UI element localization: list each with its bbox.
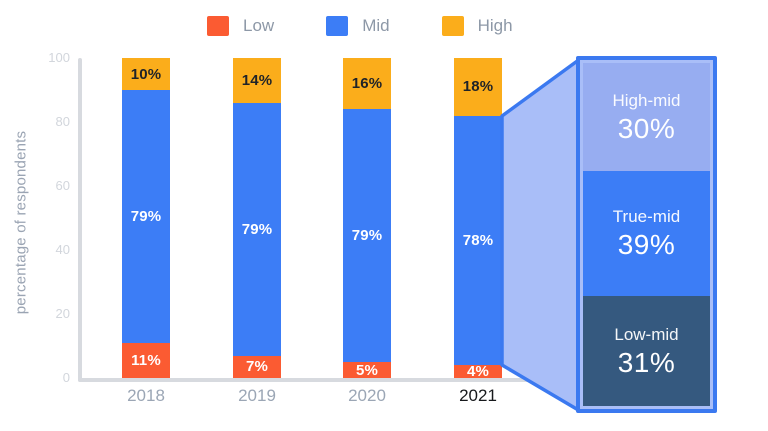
y-tick-0: 0 xyxy=(62,370,70,385)
breakout-value-low-mid: 31% xyxy=(617,346,676,378)
bar-segment-mid-2019: 79% xyxy=(233,102,281,356)
breakout-segment-low-mid: Low-mid 31% xyxy=(583,296,710,406)
legend-item-high: High xyxy=(441,16,513,36)
bar-value-label: 18% xyxy=(462,78,494,96)
bar-segment-mid-2018: 79% xyxy=(122,90,170,343)
bar-segment-mid-2021: 78% xyxy=(454,115,502,366)
legend-label-high: High xyxy=(477,16,513,35)
bar-value-label: 5% xyxy=(355,361,379,379)
y-tick-80: 80 xyxy=(55,114,70,129)
breakout-panel: High-mid 30% True-mid 39% Low-mid 31% xyxy=(576,56,717,413)
bar-segment-high-2018: 10% xyxy=(122,58,170,90)
bar-value-label: 10% xyxy=(130,65,162,83)
legend-swatch-high-icon xyxy=(441,16,464,36)
bar-value-label: 79% xyxy=(241,220,273,238)
y-tick-20: 20 xyxy=(55,306,70,321)
y-tick-60: 60 xyxy=(55,178,70,193)
bar-segment-mid-2020: 79% xyxy=(343,109,391,362)
y-axis-line xyxy=(78,58,82,382)
bar-value-label: 79% xyxy=(351,227,383,245)
bar-segment-low-2018: 11% xyxy=(122,342,170,378)
x-label-2018: 2018 xyxy=(127,386,165,405)
legend-item-low: Low xyxy=(207,16,274,36)
breakout-segment-true-mid: True-mid 39% xyxy=(583,171,710,297)
bar-value-label: 11% xyxy=(131,351,161,369)
x-label-2021: 2021 xyxy=(459,386,497,405)
legend-label-low: Low xyxy=(243,16,275,35)
breakout-value-true-mid: 39% xyxy=(617,229,676,261)
y-tick-40: 40 xyxy=(55,242,70,257)
legend-label-mid: Mid xyxy=(362,16,390,35)
bar-segment-low-2020: 5% xyxy=(343,362,391,378)
breakout-value-high-mid: 30% xyxy=(617,112,676,144)
x-axis-line xyxy=(78,378,562,382)
bar-value-label: 16% xyxy=(351,75,383,93)
x-label-2019: 2019 xyxy=(238,386,276,405)
bar-value-label: 78% xyxy=(462,231,494,249)
bar-value-label: 14% xyxy=(241,71,273,89)
bar-segment-high-2020: 16% xyxy=(343,58,391,110)
legend-swatch-low-icon xyxy=(207,16,229,36)
bar-value-label: 79% xyxy=(130,207,162,225)
breakout-label-true-mid: True-mid xyxy=(612,207,681,227)
breakout-label-high-mid: High-mid xyxy=(612,90,681,110)
breakout-label-low-mid: Low-mid xyxy=(614,324,679,344)
bar-segment-high-2019: 14% xyxy=(233,58,281,103)
y-tick-100: 100 xyxy=(48,50,70,65)
y-axis-title: percentage of respondents xyxy=(12,130,30,315)
breakout-segment-high-mid: High-mid 30% xyxy=(583,63,710,171)
bar-segment-low-2019: 7% xyxy=(233,355,281,378)
legend: Low Mid High xyxy=(207,16,513,36)
legend-swatch-mid-icon xyxy=(326,16,349,36)
bar-segment-low-2021: 4% xyxy=(454,363,502,381)
bar-value-label: 7% xyxy=(245,358,269,376)
bar-segment-high-2021: 18% xyxy=(454,58,502,116)
bar-value-label: 4% xyxy=(466,363,490,381)
legend-item-mid: Mid xyxy=(326,16,390,36)
x-label-2020: 2020 xyxy=(348,386,386,405)
